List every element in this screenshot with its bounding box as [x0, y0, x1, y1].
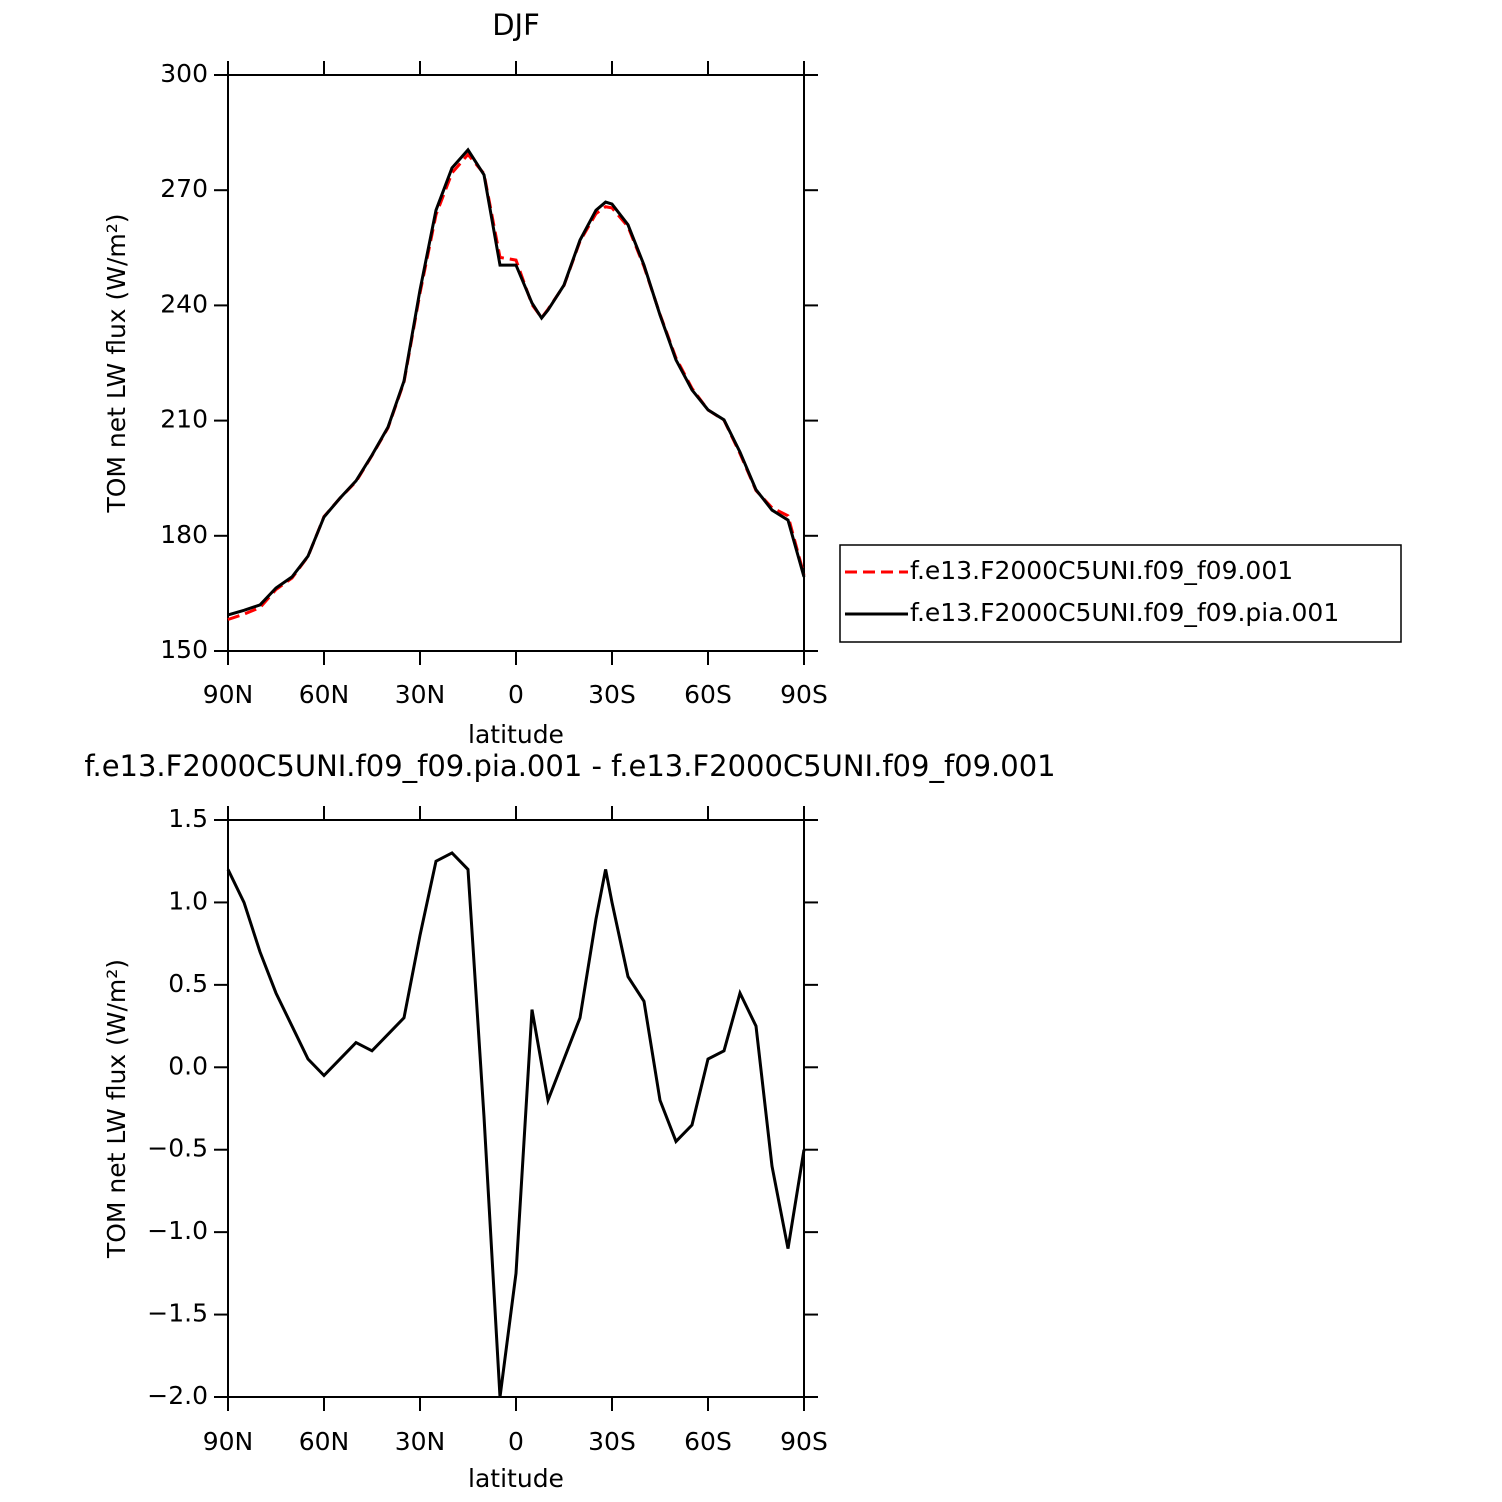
- x-axis-label: latitude: [468, 1464, 564, 1493]
- y-axis-label: TOM net LW flux (W/m²): [102, 959, 131, 1259]
- chart-title: f.e13.F2000C5UNI.f09_f09.pia.001 - f.e13…: [84, 749, 1055, 783]
- y-tick-label: 180: [160, 520, 208, 549]
- y-tick-label: 210: [160, 405, 208, 434]
- x-tick-label: 90N: [203, 1427, 254, 1456]
- x-tick-label: 30S: [588, 1427, 636, 1456]
- x-tick-label: 60S: [684, 1427, 732, 1456]
- y-tick-label: −2.0: [147, 1381, 208, 1410]
- plot-frame: [227, 74, 805, 652]
- x-tick-label: 0: [508, 680, 524, 709]
- chart-title: DJF: [492, 8, 540, 42]
- x-tick-label: 60N: [299, 1427, 350, 1456]
- data-line: [226, 851, 806, 1398]
- y-tick-label: −0.5: [147, 1134, 208, 1163]
- x-tick-label: 90N: [203, 680, 254, 709]
- y-tick-label: −1.5: [147, 1299, 208, 1328]
- y-tick-label: 1.5: [168, 804, 208, 833]
- legend-box: [839, 544, 1402, 643]
- y-tick-label: 270: [160, 174, 208, 203]
- x-tick-label: 0: [508, 1427, 524, 1456]
- y-tick-label: −1.0: [147, 1216, 208, 1245]
- y-tick-label: 0.0: [168, 1051, 208, 1080]
- y-tick-label: 300: [160, 59, 208, 88]
- data-line: [227, 147, 806, 617]
- x-axis-label: latitude: [468, 720, 564, 749]
- legend-label: f.e13.F2000C5UNI.f09_f09.001: [910, 556, 1293, 585]
- y-tick-label: 150: [160, 635, 208, 664]
- x-tick-label: 90S: [780, 680, 828, 709]
- y-tick-label: 0.5: [168, 969, 208, 998]
- x-tick-label: 60N: [299, 680, 350, 709]
- x-tick-label: 90S: [780, 1427, 828, 1456]
- x-tick-label: 30N: [395, 680, 446, 709]
- y-tick-label: 1.0: [168, 886, 208, 915]
- y-axis-label: TOM net LW flux (W/m²): [102, 213, 131, 513]
- data-line: [227, 152, 806, 621]
- y-tick-label: 240: [160, 289, 208, 318]
- x-tick-label: 60S: [684, 680, 732, 709]
- legend-label: f.e13.F2000C5UNI.f09_f09.pia.001: [910, 598, 1339, 627]
- x-tick-label: 30N: [395, 1427, 446, 1456]
- x-tick-label: 30S: [588, 680, 636, 709]
- plot-frame: [227, 819, 805, 1398]
